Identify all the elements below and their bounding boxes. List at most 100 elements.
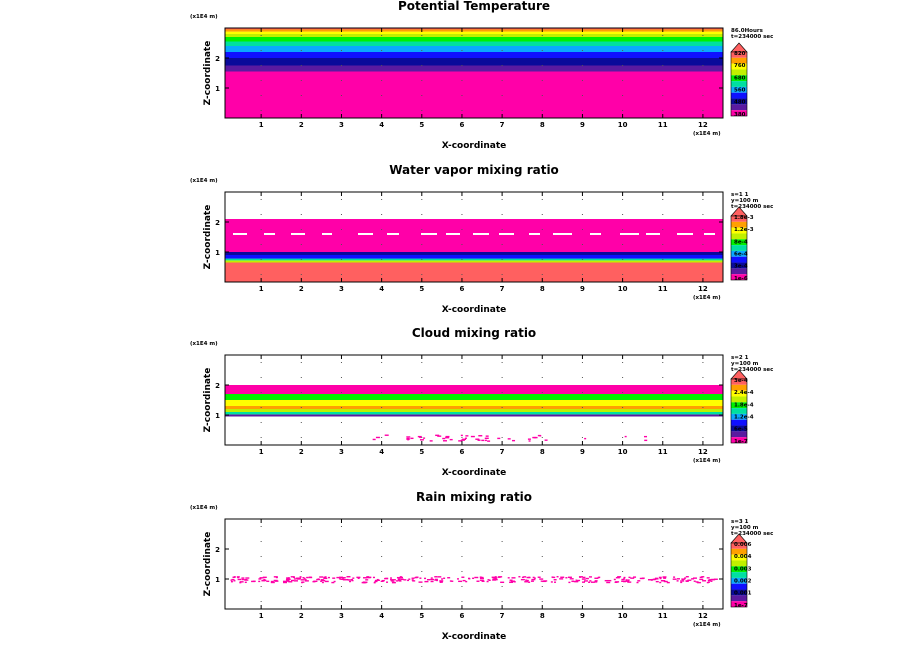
contour-speckle: [241, 577, 245, 579]
contour-speckle: [585, 577, 589, 580]
contour-speckle: [375, 436, 380, 439]
contour-speckle: [390, 577, 393, 579]
contour-speckle: [623, 576, 626, 579]
contour-speckle: [641, 577, 645, 579]
x-unit-label: (x1E4 m): [693, 295, 721, 301]
contour-speckle: [397, 579, 401, 581]
contour-speckle: [488, 579, 491, 581]
colorbar-swatch: [731, 595, 747, 602]
grid-dot: [541, 110, 543, 111]
x-axis-label: X-coordinate: [442, 632, 507, 642]
contour-speckle: [701, 576, 705, 578]
grid-dot: [300, 362, 302, 363]
colorbar-label: 6e-5: [734, 427, 748, 433]
contour-speckle: [692, 577, 697, 579]
colorbar-swatch: [731, 425, 747, 432]
contour-band: [225, 29, 723, 32]
grid-dot: [381, 80, 383, 81]
grid-dot: [702, 214, 704, 215]
contour-band: [225, 258, 723, 261]
contour-speckle: [630, 577, 635, 579]
contour-speckle: [237, 578, 242, 581]
colorbar-swatch: [731, 583, 747, 590]
contour-speckle: [381, 579, 385, 582]
panel-4: Rain mixing ratio(x1E4 m)1 2 3 4 5 6 7 8 9 10 11 12…: [190, 490, 773, 642]
contour-speckle: [663, 577, 667, 579]
contour-band: [225, 52, 723, 58]
x-tick-label: 2: [299, 121, 304, 129]
contour-speckle: [297, 577, 302, 579]
colorbar-swatch: [731, 548, 747, 555]
contour-speckle: [458, 440, 463, 442]
contour-speckle: [588, 576, 592, 578]
grid-dot: [381, 50, 383, 51]
contour-gap: [677, 233, 693, 235]
grid-dot: [581, 50, 583, 51]
contour-speckle: [424, 577, 427, 580]
contour-speckle: [481, 580, 485, 582]
grid-dot: [622, 586, 624, 587]
grid-dot: [541, 50, 543, 51]
y-axis-label: Z-coordinate: [203, 205, 213, 270]
contour-speckle: [568, 581, 571, 584]
contour-speckle: [346, 576, 351, 578]
colorbar-swatch: [731, 233, 747, 240]
colorbar-swatch: [731, 560, 747, 567]
contour-speckle: [663, 580, 668, 583]
contour-speckle: [324, 580, 329, 583]
contour-speckle: [293, 576, 296, 579]
x-tick-label: 12: [698, 121, 708, 129]
grid-dot: [381, 35, 383, 36]
grid-dot: [622, 571, 624, 572]
contour-speckle: [296, 578, 301, 580]
contour-speckle: [283, 581, 288, 584]
grid-dot: [461, 35, 463, 36]
grid-dot: [381, 586, 383, 587]
contour-speckle: [321, 581, 324, 584]
grid-dot: [421, 377, 423, 378]
grid-dot: [340, 95, 342, 96]
contour-speckle: [386, 581, 389, 583]
contour-speckle: [697, 581, 702, 584]
contour-gap: [322, 233, 332, 235]
contour-speckle: [331, 581, 335, 584]
contour-speckle: [263, 578, 266, 581]
grid-dot: [461, 274, 463, 275]
grid-dot: [421, 229, 423, 230]
grid-dot: [702, 229, 704, 230]
grid-dot: [702, 362, 704, 363]
contour-speckle: [456, 578, 459, 580]
contour-speckle: [391, 581, 396, 584]
grid-dot: [461, 377, 463, 378]
grid-dot: [501, 437, 503, 438]
grid-dot: [300, 65, 302, 66]
contour-speckle: [352, 577, 355, 579]
grid-dot: [381, 199, 383, 200]
grid-dot: [381, 556, 383, 557]
contour-speckle: [286, 579, 290, 581]
contour-speckle: [437, 435, 442, 437]
grid-dot: [541, 437, 543, 438]
colorbar-swatch: [731, 431, 747, 438]
grid-dot: [622, 110, 624, 111]
contour-speckle: [627, 579, 630, 581]
colorbar-swatch: [731, 227, 747, 234]
grid-dot: [461, 392, 463, 393]
contour-speckle: [258, 578, 262, 580]
contour-speckle: [658, 576, 662, 579]
contour-speckle: [676, 580, 679, 582]
colorbar-label: 1.2e-3: [734, 227, 754, 233]
contour-speckle: [544, 439, 548, 441]
contour-speckle: [708, 579, 712, 581]
contour-speckle: [478, 435, 483, 437]
colorbar-swatch: [731, 379, 747, 385]
contour-speckle: [430, 578, 435, 581]
grid-dot: [702, 407, 704, 408]
plot-frame: [224, 518, 724, 610]
grid-dot: [702, 199, 704, 200]
grid-dot: [461, 571, 463, 572]
grid-dot: [702, 556, 704, 557]
contour-speckle: [542, 580, 547, 583]
contour-speckle: [494, 576, 497, 578]
x-tick-label: 11: [658, 448, 668, 456]
